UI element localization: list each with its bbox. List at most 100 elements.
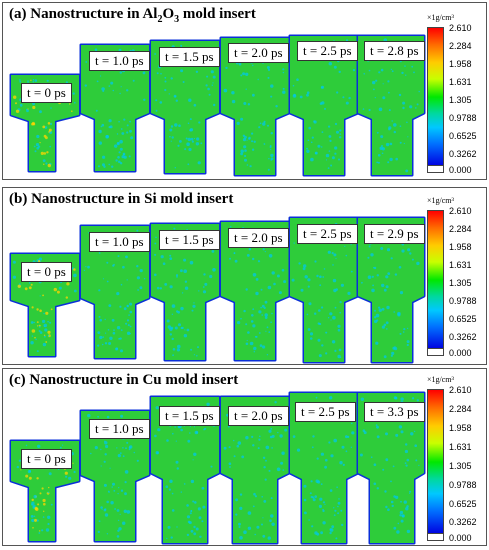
density-speckle: [139, 286, 143, 290]
density-speckle: [198, 290, 200, 292]
density-speckle: [42, 498, 46, 503]
density-speckle: [350, 270, 353, 273]
density-speckle: [314, 312, 317, 315]
density-speckle: [117, 529, 120, 532]
time-label: t = 1.0 ps: [89, 232, 150, 252]
density-speckle: [244, 135, 247, 139]
density-speckle: [270, 159, 273, 161]
density-speckle: [371, 275, 374, 278]
density-speckle: [332, 278, 337, 283]
density-speckle: [197, 161, 201, 165]
density-speckle: [118, 48, 122, 52]
density-speckle: [201, 486, 205, 490]
density-speckle: [259, 344, 263, 347]
density-speckle: [176, 348, 181, 352]
simulation-frame: [79, 43, 151, 173]
density-speckle: [36, 350, 39, 353]
density-speckle: [32, 81, 35, 83]
density-speckle: [36, 308, 39, 311]
density-speckle: [387, 508, 390, 511]
density-speckle: [118, 120, 120, 123]
density-speckle: [50, 503, 53, 506]
density-speckle: [264, 313, 268, 317]
density-speckle: [183, 483, 186, 485]
density-speckle: [334, 306, 337, 309]
density-speckle: [268, 254, 273, 258]
colorbar-tick: 2.610: [449, 206, 472, 216]
density-speckle: [229, 466, 231, 468]
density-speckle: [273, 282, 276, 286]
density-speckle: [184, 329, 186, 331]
density-speckle: [338, 348, 342, 352]
density-speckle: [124, 470, 129, 474]
density-speckle: [210, 465, 213, 468]
density-speckle: [119, 337, 122, 340]
density-speckle: [375, 313, 380, 318]
colorbar-tick: 0.000: [449, 533, 472, 543]
density-speckle: [375, 424, 378, 426]
time-label: t = 2.0 ps: [228, 406, 289, 426]
density-speckle: [72, 462, 74, 464]
density-speckle: [101, 123, 105, 127]
density-speckle: [171, 337, 174, 341]
density-speckle: [314, 495, 318, 498]
density-speckle: [192, 459, 194, 461]
density-speckle: [169, 479, 173, 483]
density-speckle: [333, 65, 337, 69]
density-speckle: [260, 288, 263, 291]
density-speckle: [399, 510, 404, 515]
density-speckle: [44, 335, 46, 338]
density-speckle: [327, 167, 330, 170]
density-speckle: [253, 140, 256, 143]
time-label: t = 2.0 ps: [228, 43, 289, 63]
panel-c-title: (c) Nanostructure in Cu mold insert: [9, 372, 239, 388]
density-speckle: [154, 273, 157, 277]
density-speckle: [178, 124, 181, 127]
density-speckle: [256, 525, 260, 529]
density-speckle: [111, 318, 115, 322]
colorbar-tick: 1.958: [449, 59, 472, 69]
density-speckle: [99, 335, 103, 340]
density-speckle: [176, 526, 178, 528]
density-speckle: [195, 142, 200, 146]
density-speckle: [101, 87, 105, 91]
density-speckle: [262, 517, 264, 519]
density-speckle: [175, 440, 177, 442]
density-speckle: [319, 102, 323, 105]
density-speckle: [292, 435, 296, 438]
density-speckle: [164, 76, 167, 79]
density-speckle: [255, 335, 258, 338]
time-label: t = 0 ps: [21, 83, 72, 103]
density-speckle: [207, 87, 210, 91]
density-speckle: [118, 151, 121, 154]
density-speckle: [159, 287, 162, 290]
density-speckle: [404, 449, 408, 454]
density-speckle: [264, 316, 268, 319]
density-speckle: [154, 434, 157, 438]
density-speckle: [339, 136, 342, 139]
density-speckle: [390, 500, 394, 504]
density-speckle: [117, 492, 119, 495]
density-speckle: [212, 75, 216, 79]
density-speckle: [49, 131, 53, 134]
density-speckle: [263, 466, 266, 469]
colorbar-tick: 2.284: [449, 404, 472, 414]
density-speckle: [136, 229, 139, 232]
density-speckle: [45, 528, 50, 532]
density-speckle: [251, 148, 255, 151]
density-speckle: [373, 266, 375, 269]
density-speckle: [119, 147, 123, 151]
density-speckle: [384, 490, 387, 493]
density-speckle: [320, 86, 323, 89]
colorbar-unit: ×1g/cm³: [427, 375, 454, 384]
density-speckle: [189, 425, 191, 427]
density-speckle: [306, 93, 309, 97]
density-speckle: [318, 504, 322, 508]
density-speckle: [120, 414, 124, 418]
density-speckle: [109, 467, 111, 469]
density-speckle: [195, 431, 198, 434]
density-speckle: [385, 458, 389, 462]
density-speckle: [97, 415, 99, 418]
density-speckle: [187, 439, 191, 443]
density-speckle: [327, 317, 330, 319]
